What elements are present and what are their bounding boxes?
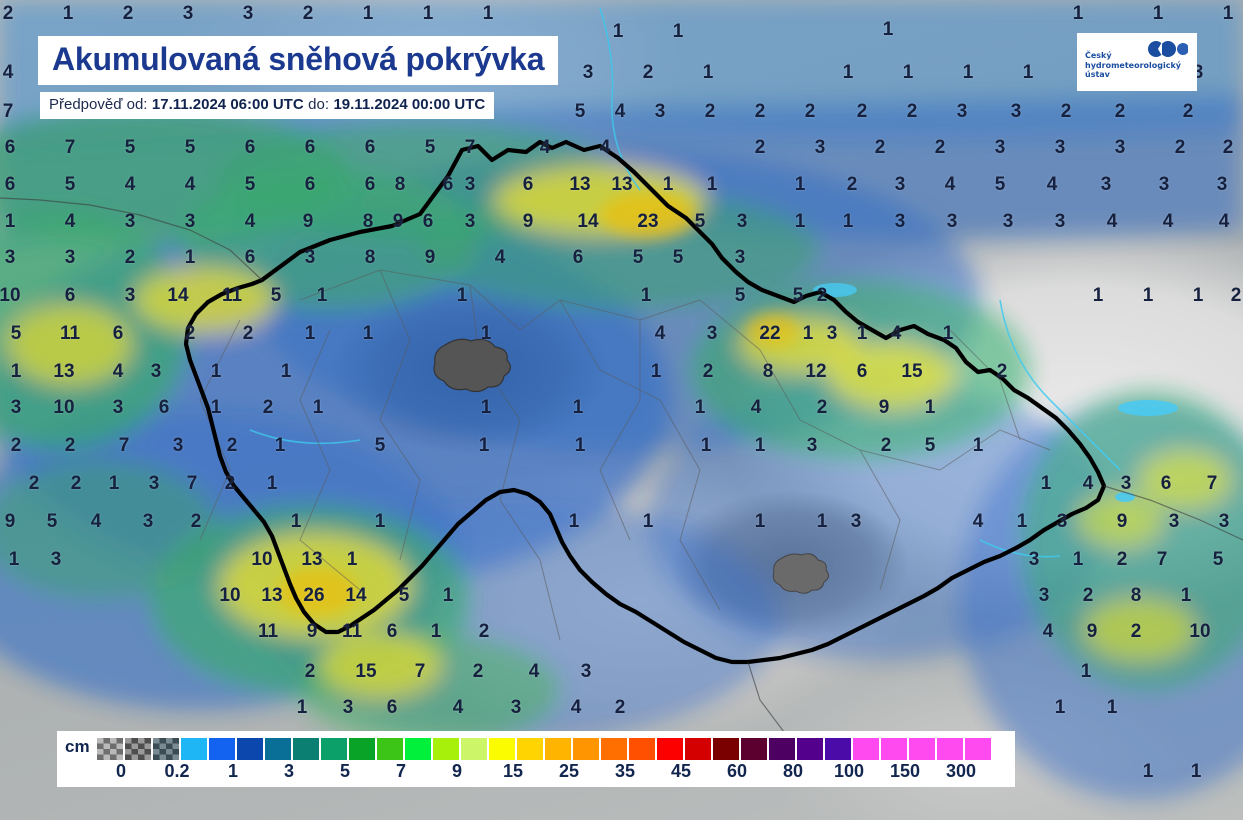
legend-swatch [208,738,235,760]
legend-tick: 0 [115,761,127,781]
legend-swatch [320,738,347,760]
legend-swatch [656,738,683,760]
legend-swatch [516,738,543,760]
legend-swatch [768,738,795,760]
legend-tick: 1 [227,761,239,781]
chmi-logo-line2: hydrometeorologický [1085,60,1182,70]
legend-tick: 150 [889,761,921,781]
legend-swatch [796,738,823,760]
legend-tick: 5 [339,761,351,781]
legend-swatch [600,738,627,760]
legend-swatch [572,738,599,760]
legend-unit-label: cm [65,737,90,756]
page-title-text: Akumulovaná sněhová pokrývka [52,41,545,77]
legend-swatch [936,738,963,760]
legend-tick: 3 [283,761,295,781]
legend-swatch [740,738,767,760]
legend-tick: 60 [726,761,748,781]
legend-tick: 300 [945,761,977,781]
legend-swatch [824,738,851,760]
prague-urban-area [433,338,511,393]
legend-swatch [964,738,991,760]
legend-tick: 9 [451,761,463,781]
legend-swatch [96,738,123,760]
legend-swatch [236,738,263,760]
legend-tick: 7 [395,761,407,781]
legend-swatch [152,738,179,760]
legend-swatch [908,738,935,760]
legend-swatch [852,738,879,760]
legend-tick: 25 [558,761,580,781]
legend-tick: 35 [614,761,636,781]
forecast-to-label: do: [308,96,329,113]
legend-swatch [404,738,431,760]
legend-swatch [628,738,655,760]
legend-tick: 0.2 [164,761,190,781]
chmi-logo[interactable]: Český hydrometeorologický ústav [1077,33,1197,91]
legend-swatch [880,738,907,760]
legend-tick: 15 [502,761,524,781]
legend-tick: 45 [670,761,692,781]
legend-swatch [348,738,375,760]
legend-swatch [124,738,151,760]
chmi-logo-line1: Český [1085,51,1112,60]
legend-swatch [684,738,711,760]
legend-tick-labels: 0 0.2 1 3 5 7 9 15 25 35 45 60 80 100 150 300 [111,760,1007,783]
legend-swatch [544,738,571,760]
chmi-logo-text: Český hydrometeorologický ústav [1085,51,1181,80]
legend-swatches [96,738,993,760]
legend-tick: 80 [782,761,804,781]
legend-swatch [180,738,207,760]
forecast-prefix-label: Předpověď od: [49,96,148,113]
legend-swatch [460,738,487,760]
chmi-logo-mark [1148,41,1188,57]
legend-swatch [488,738,515,760]
forecast-period: Předpověď od: 17.11.2024 06:00 UTC do: 1… [40,92,495,119]
brno-urban-area [772,553,830,594]
czech-national-border [183,139,1107,665]
chmi-logo-line3: ústav [1085,70,1110,79]
legend-swatch [376,738,403,760]
legend-tick: 100 [833,761,865,781]
forecast-from-datetime: 17.11.2024 06:00 UTC [151,96,304,113]
legend-swatch [264,738,291,760]
legend-swatch [432,738,459,760]
page-title: Akumulovaná sněhová pokrývka [38,36,559,85]
forecast-to-datetime: 19.11.2024 00:00 UTC [333,96,486,113]
legend-swatch [712,738,739,760]
color-scale-legend: cm 0 0.2 1 3 5 7 9 15 25 35 45 60 80 100 150 300 [57,731,1015,787]
legend-swatch [292,738,319,760]
